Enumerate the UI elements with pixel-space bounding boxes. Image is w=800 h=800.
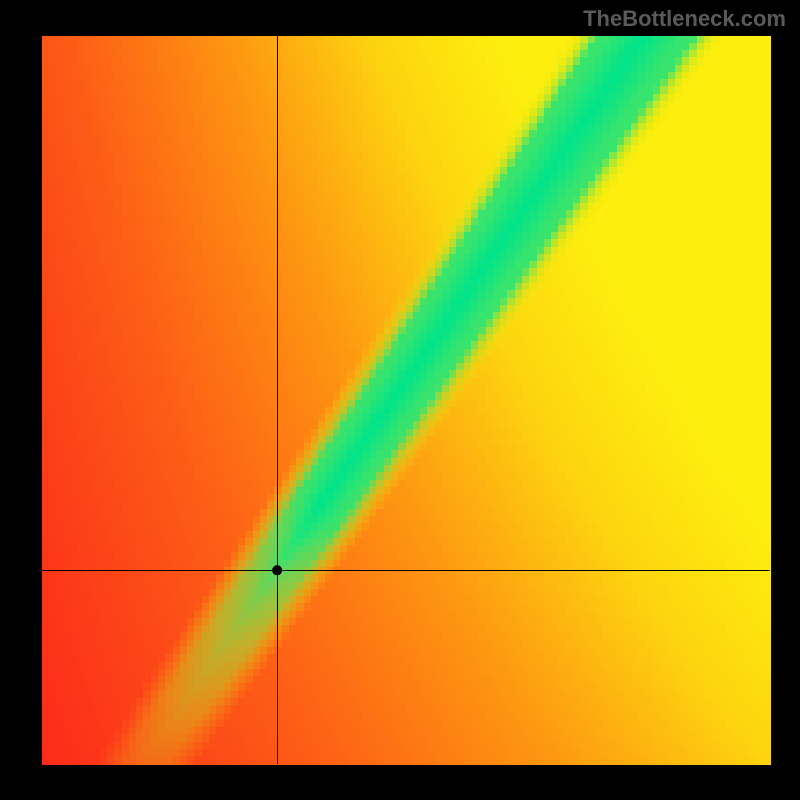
watermark-label: TheBottleneck.com [583,6,786,32]
bottleneck-heatmap [0,0,800,800]
chart-container: TheBottleneck.com [0,0,800,800]
